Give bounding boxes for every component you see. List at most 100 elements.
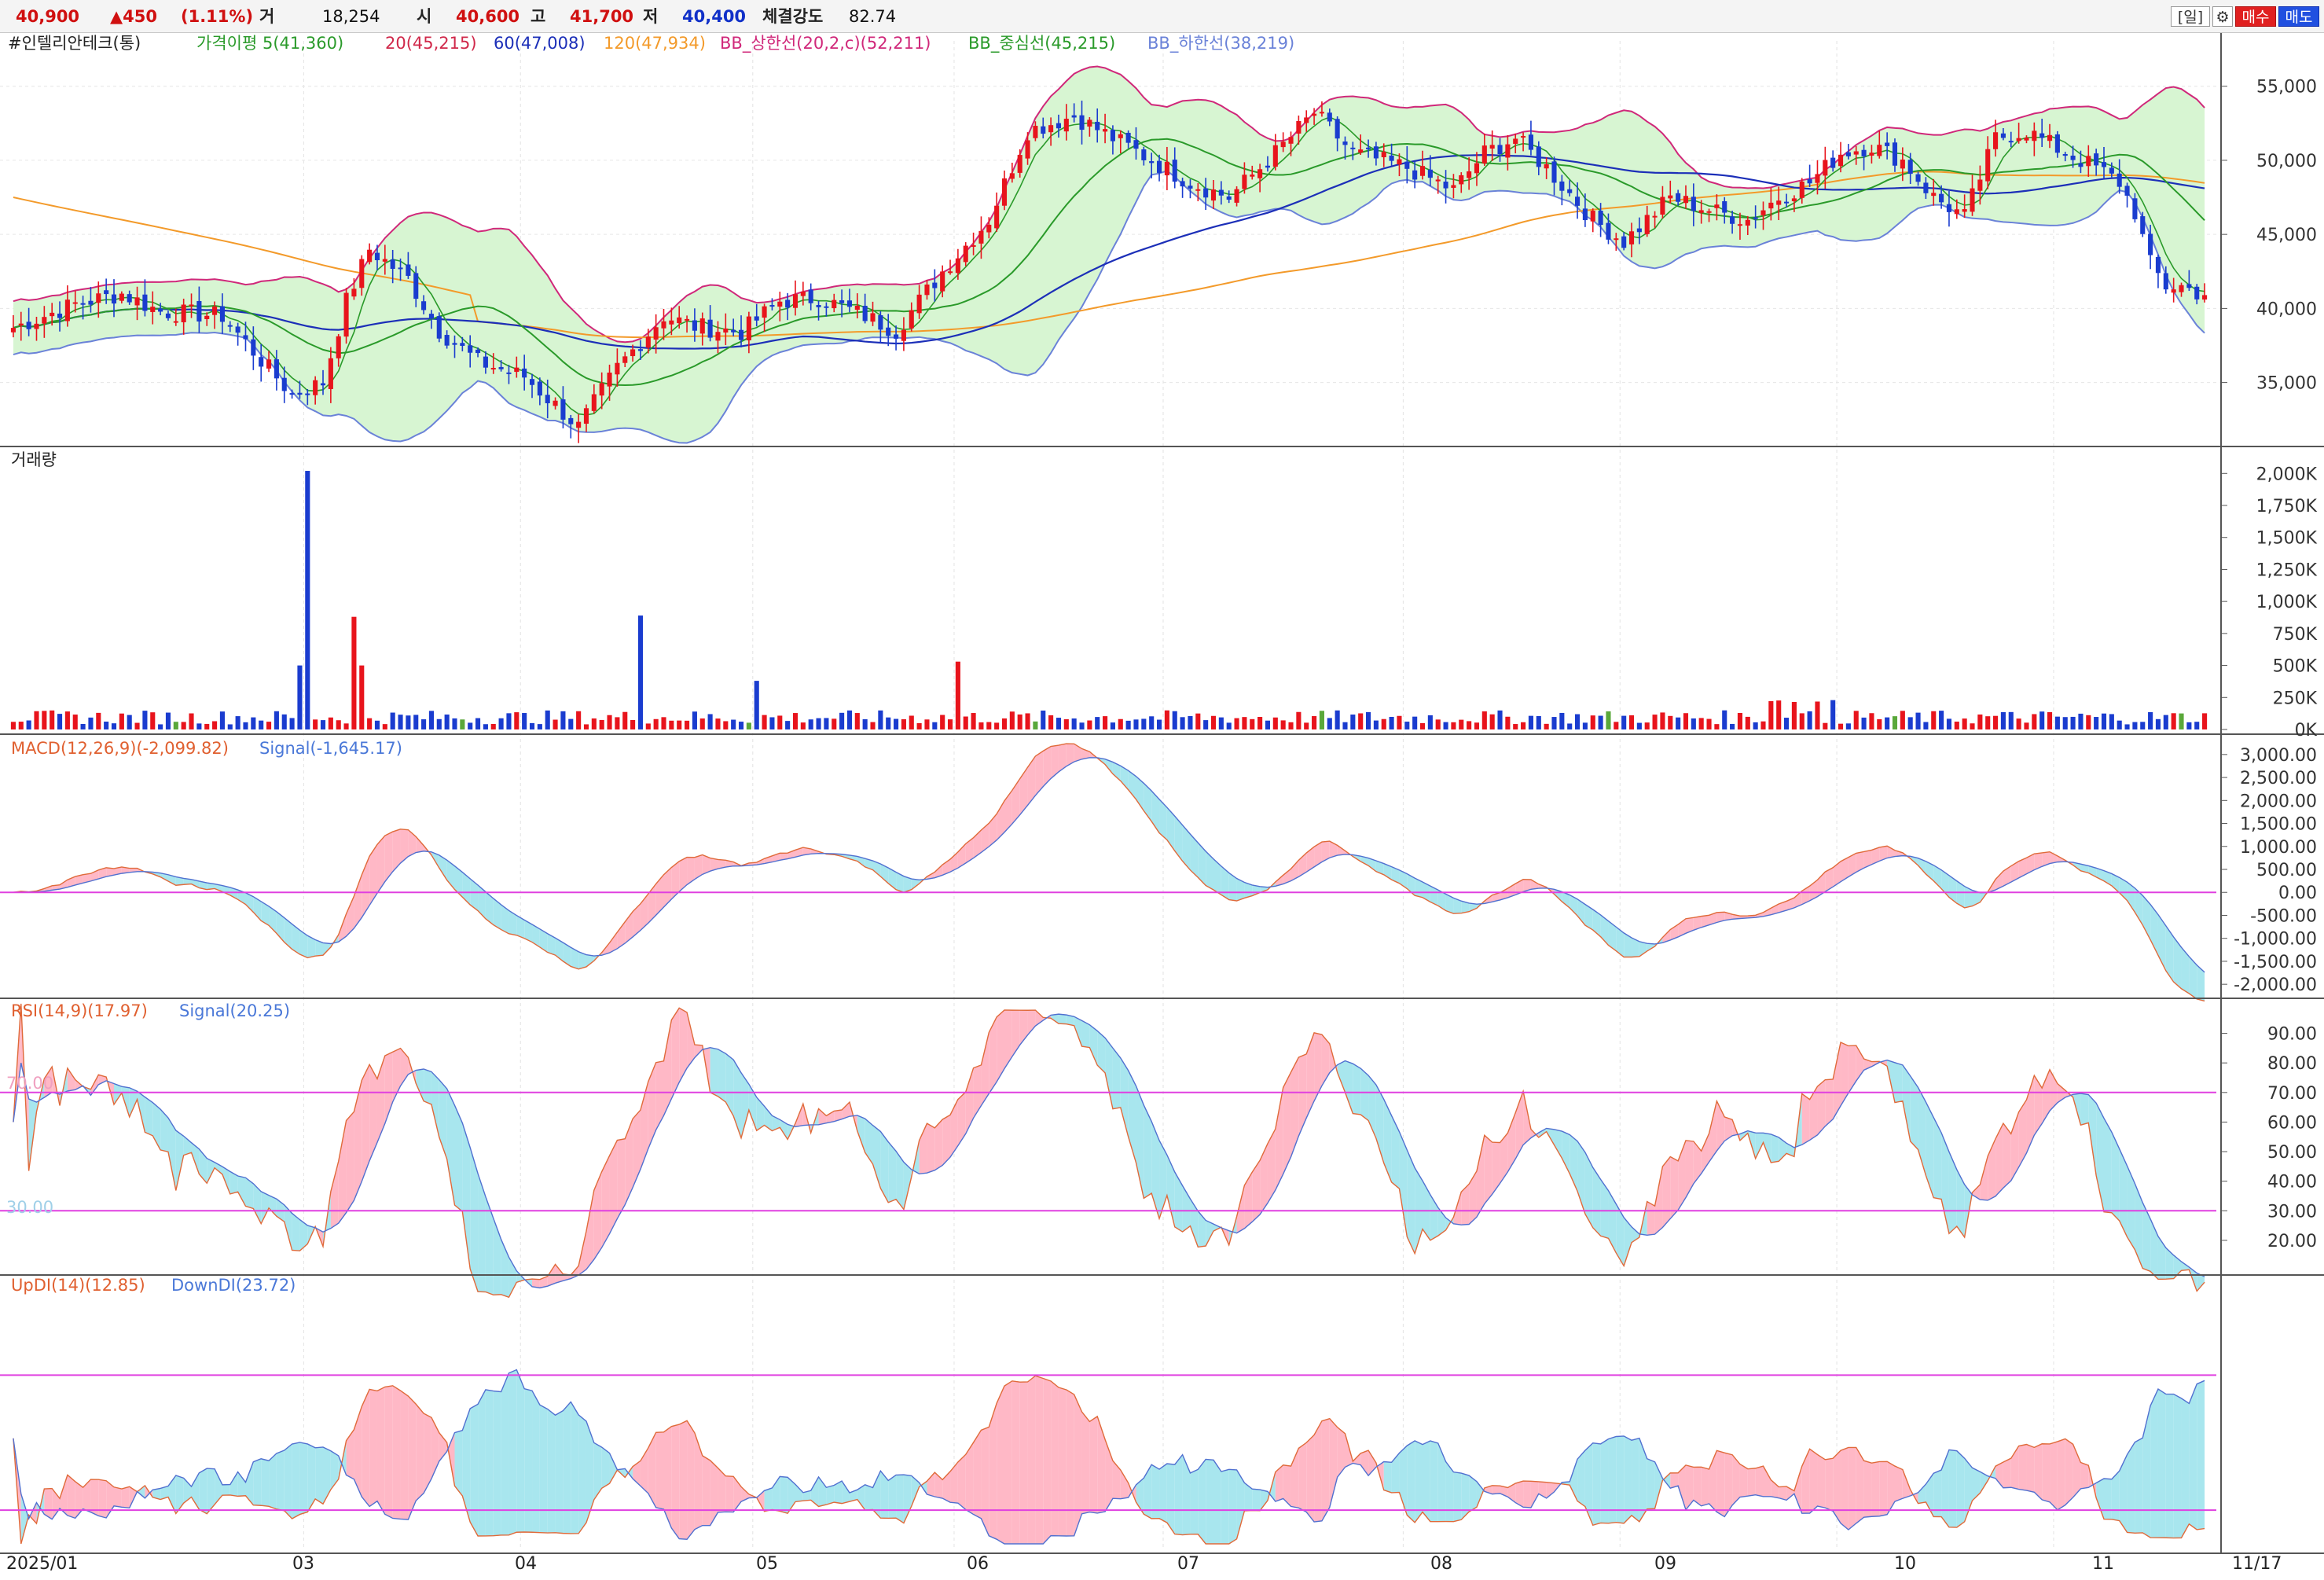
volume-bar	[1296, 711, 1302, 729]
candle-body	[2024, 138, 2029, 141]
volume-bar	[2124, 724, 2130, 729]
volume-bar	[2039, 711, 2045, 729]
dmi-fill	[1461, 1473, 1470, 1520]
volume-bar	[1481, 711, 1487, 729]
candle-body	[1358, 149, 1364, 153]
candle-body	[1033, 126, 1038, 138]
volume-bar	[498, 718, 504, 729]
macd-fill	[532, 924, 540, 947]
candle-body	[235, 326, 240, 333]
price-tick-label: 40,000	[2256, 299, 2317, 319]
candle-body	[374, 252, 380, 261]
candle-body	[1288, 137, 1294, 144]
buy-button[interactable]: 매수	[2235, 6, 2276, 27]
volume-bar	[1582, 722, 1588, 729]
volume-bar	[336, 720, 341, 729]
dmi-fill	[2057, 1439, 2065, 1510]
dmi-fill	[199, 1468, 207, 1514]
rsi-fill	[1841, 1042, 1849, 1106]
macd-fill	[989, 814, 997, 847]
candle-body	[1737, 224, 1743, 226]
rsi-fill	[392, 1048, 401, 1102]
dmi-fill	[1476, 1481, 1485, 1508]
rsi-fill	[1453, 1192, 1462, 1225]
rsi-fill	[2003, 1123, 2011, 1189]
volume-bar	[846, 710, 853, 729]
dmi-fill	[1546, 1482, 1555, 1498]
volume-bar	[1706, 718, 1712, 729]
dmi-fill	[1043, 1378, 1052, 1544]
x-label-08: 08	[1430, 1554, 1452, 1574]
candle-body	[707, 319, 713, 338]
candle-body	[196, 300, 202, 322]
dmi-fill	[601, 1447, 610, 1489]
dmi-fill	[2034, 1443, 2043, 1500]
candle-body	[1853, 151, 1859, 155]
legend-bb-lower: BB_하한선(38,219)	[1147, 34, 1294, 53]
candle-body	[1660, 197, 1665, 215]
candle-body	[165, 313, 171, 318]
macd-fill	[1926, 861, 1934, 881]
volume-bar	[669, 720, 674, 729]
macd-fill	[679, 857, 688, 892]
candle-body	[1815, 174, 1820, 183]
rsi-tick-label: 50.00	[2267, 1143, 2317, 1163]
volume-tick-label: 250K	[2273, 689, 2318, 708]
volume-tick-label: 750K	[2273, 625, 2318, 645]
dmi-fill	[1321, 1418, 1330, 1521]
candle-body	[1319, 112, 1324, 114]
macd-fill	[2042, 851, 2050, 867]
macd-fill	[1275, 875, 1283, 887]
dmi-fill	[237, 1472, 246, 1497]
period-day-button[interactable]: [일]	[2171, 6, 2210, 27]
candle-body	[1125, 132, 1131, 143]
x-axis: 2025/01 03 04 05 06 07 08 09 10 11 11/17	[6, 1554, 2282, 1574]
candle-body	[2101, 162, 2107, 167]
dmi-fill	[950, 1461, 958, 1504]
volume-bar	[1288, 722, 1294, 729]
candle-body	[1141, 149, 1147, 160]
legend-ma60: 60(47,008)	[494, 34, 586, 53]
dmi-fill	[1097, 1416, 1106, 1513]
rsi-fill	[1902, 1064, 1911, 1141]
rsi-fill	[1592, 1167, 1601, 1236]
volume-bar	[119, 713, 124, 729]
rsi-fill	[1926, 1101, 1934, 1198]
macd-fill	[865, 858, 873, 870]
dmi-fill	[655, 1431, 664, 1509]
candle-body	[1172, 160, 1177, 182]
macd-fill	[299, 930, 308, 958]
macd-fill	[1616, 927, 1625, 957]
volume-bar	[599, 719, 604, 729]
macd-fill	[1530, 880, 1539, 890]
rsi-main-line	[13, 1003, 2205, 1299]
stock-chart[interactable]: 55,000 50,000 45,000 40,000 35,000 2,000K 1,75…	[0, 33, 2324, 1580]
macd-fill	[1112, 762, 1121, 781]
dmi-fill	[780, 1476, 788, 1514]
rsi-fill	[98, 1075, 107, 1085]
dmi-fill	[1732, 1454, 1740, 1505]
macd-signal-legend: Signal(-1,645.17)	[259, 739, 402, 758]
strength-label: 체결강도	[762, 7, 824, 26]
volume-bar	[1087, 720, 1092, 729]
macd-fill	[1848, 853, 1856, 877]
volume-legend: 거래량	[11, 450, 57, 469]
macd-fill	[2165, 925, 2174, 983]
volume-bar	[1722, 710, 1727, 729]
dmi-fill	[167, 1475, 176, 1514]
sell-button[interactable]: 매도	[2278, 6, 2319, 27]
dmi-fill	[2189, 1383, 2197, 1530]
gear-icon[interactable]: ⚙	[2212, 6, 2233, 27]
macd-fill	[75, 874, 83, 885]
volume-bar	[1242, 717, 1247, 729]
candle-body	[2140, 216, 2146, 234]
volume-bar	[777, 715, 783, 729]
dmi-fill	[1980, 1472, 1988, 1494]
rsi-fill	[1701, 1133, 1709, 1174]
rsi-fill	[2197, 1273, 2205, 1292]
macd-fill	[215, 884, 222, 892]
volume-bar	[816, 718, 821, 729]
dmi-fill	[1600, 1439, 1609, 1523]
macd-fill	[1166, 807, 1175, 851]
dmi-fill	[299, 1442, 308, 1515]
